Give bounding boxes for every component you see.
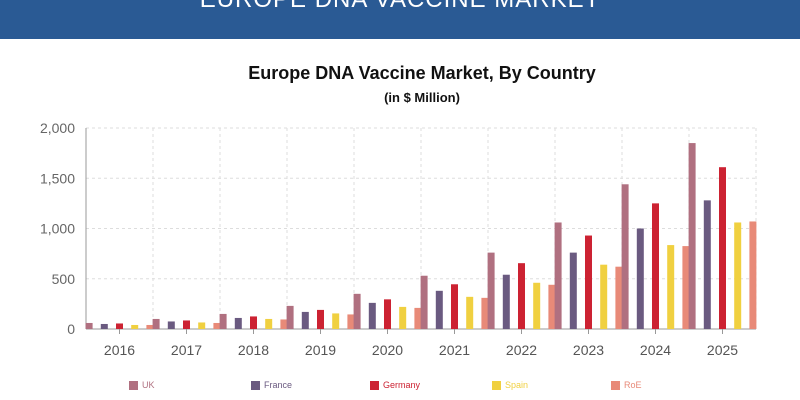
- bar-germany-2020: [384, 299, 391, 329]
- bar-germany-2023: [585, 235, 592, 329]
- bar-france-2017: [167, 321, 175, 329]
- bar-uk-2024: [621, 184, 629, 329]
- legend-swatch: [492, 380, 501, 390]
- legend-item-uk[interactable]: UK: [129, 380, 155, 390]
- report-banner: EUROPE DNA VACCINE MARKET: [0, 0, 800, 39]
- bar-roe-2023: [615, 266, 623, 329]
- bar-uk-2020: [353, 293, 361, 329]
- chart-subtitle: (in $ Million): [384, 90, 460, 105]
- bar-uk-2017: [152, 318, 160, 329]
- bar-roe-2017: [213, 322, 221, 329]
- bar-germany-2018: [250, 316, 257, 329]
- legend-label: France: [264, 380, 293, 390]
- legend-swatch: [251, 380, 260, 390]
- y-tick-label: 500: [52, 271, 76, 287]
- bar-uk-2023: [554, 222, 562, 329]
- bar-france-2020: [368, 302, 376, 329]
- bar-france-2019: [301, 311, 309, 329]
- bar-uk-2025: [688, 143, 696, 329]
- bar-uk-2022: [487, 252, 495, 329]
- x-tick-label: 2022: [506, 342, 537, 358]
- legend-swatch: [129, 380, 138, 390]
- bar-roe-2018: [280, 319, 288, 329]
- bar-roe-2020: [414, 307, 422, 329]
- bar-spain-2020: [399, 306, 407, 329]
- bar-germany-2016: [116, 323, 123, 329]
- bar-roe-2022: [548, 284, 556, 329]
- x-tick-label: 2020: [372, 342, 403, 358]
- legend-item-france[interactable]: France: [251, 380, 292, 390]
- legend-label: RoE: [624, 380, 642, 390]
- y-tick-label: 0: [67, 321, 75, 337]
- legend-label: UK: [142, 380, 155, 390]
- x-tick-label: 2019: [305, 342, 336, 358]
- legend-item-germany[interactable]: Germany: [370, 380, 420, 390]
- legend-label: Germany: [383, 380, 421, 390]
- y-tick-label: 2,000: [40, 120, 75, 136]
- bar-spain-2025: [734, 222, 742, 329]
- bar-france-2016: [100, 323, 108, 329]
- bar-germany-2019: [317, 309, 324, 329]
- bar-spain-2021: [466, 296, 474, 329]
- legend-label: Spain: [505, 380, 529, 390]
- bar-uk-2016: [85, 322, 93, 329]
- bar-spain-2023: [600, 264, 608, 329]
- y-tick-label: 1,500: [40, 170, 75, 186]
- x-tick-label: 2023: [573, 342, 604, 358]
- bar-uk-2018: [219, 313, 227, 329]
- legend-item-roe[interactable]: RoE: [611, 380, 642, 390]
- x-tick-label: 2018: [238, 342, 269, 358]
- bar-uk-2019: [286, 305, 294, 329]
- bar-france-2022: [502, 274, 510, 329]
- x-tick-label: 2025: [707, 342, 738, 358]
- bar-roe-2016: [146, 324, 154, 329]
- chart-title: Europe DNA Vaccine Market, By Country: [248, 63, 596, 83]
- bar-roe-2025: [749, 221, 757, 329]
- bar-france-2023: [569, 252, 577, 329]
- legend-swatch: [370, 380, 379, 390]
- bar-france-2024: [636, 228, 644, 329]
- chart-legend: UK France Germany Spain RoE: [0, 380, 800, 394]
- bar-france-2021: [435, 290, 443, 329]
- x-tick-label: 2024: [640, 342, 671, 358]
- bar-germany-2022: [518, 263, 525, 329]
- x-tick-label: 2021: [439, 342, 470, 358]
- x-tick-label: 2016: [104, 342, 135, 358]
- bar-roe-2024: [682, 246, 690, 329]
- bar-uk-2021: [420, 275, 428, 329]
- bar-spain-2017: [198, 322, 206, 329]
- bar-germany-2017: [183, 320, 190, 329]
- bar-spain-2019: [332, 313, 340, 329]
- bar-spain-2018: [265, 318, 273, 329]
- bar-france-2018: [234, 317, 242, 329]
- bar-roe-2021: [481, 297, 489, 329]
- bar-roe-2019: [347, 314, 355, 329]
- legend-swatch: [611, 380, 620, 390]
- y-tick-label: 1,000: [40, 221, 75, 237]
- bar-france-2025: [703, 200, 711, 329]
- x-tick-label: 2017: [171, 342, 202, 358]
- banner-title: EUROPE DNA VACCINE MARKET: [0, 0, 800, 14]
- bar-germany-2021: [451, 284, 458, 329]
- bar-spain-2016: [131, 324, 139, 329]
- bar-spain-2022: [533, 282, 541, 329]
- bar-germany-2025: [719, 167, 726, 329]
- bar-spain-2024: [667, 245, 675, 329]
- bar-germany-2024: [652, 203, 659, 329]
- legend-item-spain[interactable]: Spain: [492, 380, 528, 390]
